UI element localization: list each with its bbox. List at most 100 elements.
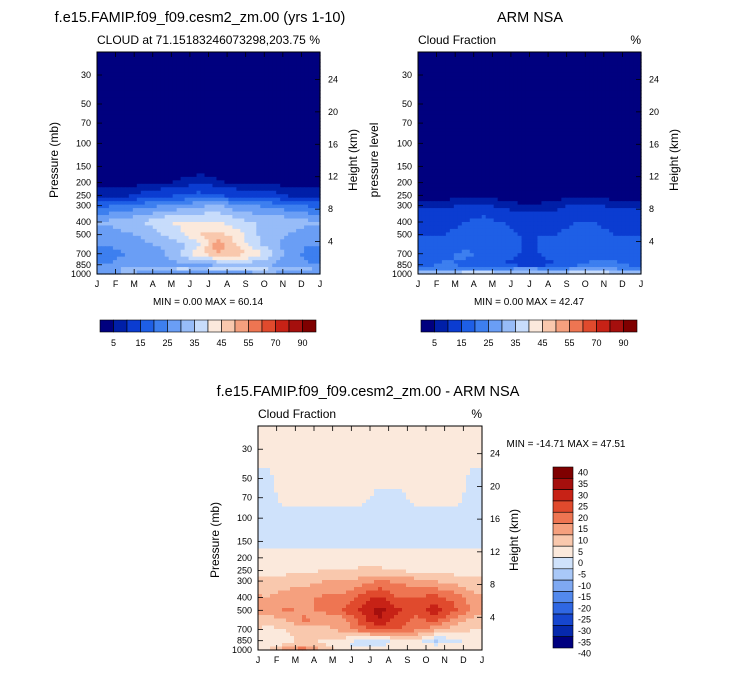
model-contour-cell xyxy=(224,211,230,216)
obs-contour-cell xyxy=(529,55,535,60)
model-contour-cell xyxy=(260,114,265,119)
model-contour-cell xyxy=(248,201,253,206)
obs-contour-cell xyxy=(533,117,539,122)
obs-contour-cell xyxy=(441,69,447,74)
model-contour-cell xyxy=(156,260,162,265)
obs-contour-cell xyxy=(477,97,483,102)
model-contour-cell xyxy=(192,246,198,251)
model-contour-cell xyxy=(116,97,122,102)
obs-contour-cell xyxy=(589,100,594,105)
obs-contour-cell xyxy=(457,93,463,98)
model-contour-cell xyxy=(272,69,277,74)
obs-contour-cell xyxy=(445,110,451,116)
model-contour-cell xyxy=(112,190,118,195)
model-contour-cell xyxy=(184,208,190,213)
model-contour-cell xyxy=(200,242,206,247)
model-contour-cell xyxy=(276,190,281,195)
model-contour-cell xyxy=(112,83,118,88)
model-contour-cell xyxy=(184,149,190,154)
obs-contour-cell xyxy=(597,62,602,67)
model-contour-cell xyxy=(284,187,289,192)
model-contour-cell xyxy=(220,76,226,81)
obs-contour-cell xyxy=(465,69,471,74)
obs-contour-cell xyxy=(509,72,515,77)
model-contour-cell xyxy=(272,100,277,105)
model-contour-cell xyxy=(148,173,154,178)
obs-contour-cell xyxy=(581,90,586,95)
model-contour-cell xyxy=(284,197,289,202)
model-contour-cell xyxy=(120,211,126,216)
model-contour-cell xyxy=(220,221,226,227)
model-contour-cell xyxy=(228,86,233,91)
model-contour-cell xyxy=(204,131,210,136)
model-contour-cell xyxy=(248,52,253,57)
model-contour-cell xyxy=(296,90,301,95)
model-contour-cell xyxy=(168,201,174,206)
obs-contour-cell xyxy=(493,69,499,74)
model-contour-cell xyxy=(276,72,281,77)
model-contour-cell xyxy=(140,135,146,140)
model-contour-cell xyxy=(128,104,134,109)
model-contour-cell xyxy=(248,260,253,265)
model-contour-cell xyxy=(188,246,194,251)
obs-contour-cell xyxy=(581,76,586,81)
obs-contour-cell xyxy=(441,65,447,70)
model-contour-cell xyxy=(228,52,233,57)
model-contour-cell xyxy=(140,221,146,227)
model-contour-cell xyxy=(140,100,146,105)
obs-contour-cell xyxy=(509,128,515,133)
obs-contour-cell xyxy=(453,107,459,112)
model-contour-cell xyxy=(116,253,122,258)
model-contour-cell xyxy=(264,86,269,91)
model-contour-cell xyxy=(296,173,301,178)
obs-contour-cell xyxy=(425,97,431,102)
model-contour-cell xyxy=(196,218,202,223)
model-contour-cell xyxy=(284,55,289,60)
obs-contour-cell xyxy=(605,69,610,74)
model-contour-cell xyxy=(212,135,218,140)
obs-contour-cell xyxy=(585,97,590,102)
model-contour-cell xyxy=(288,72,293,77)
model-contour-cell xyxy=(176,166,182,171)
model-contour-cell xyxy=(128,176,134,181)
model-contour-cell xyxy=(216,267,222,272)
model-contour-cell xyxy=(300,242,305,247)
model-contour-cell xyxy=(156,215,162,220)
model-contour-cell xyxy=(212,76,218,81)
obs-contour-cell xyxy=(529,110,535,116)
model-contour-cell xyxy=(188,131,194,136)
model-contour-cell xyxy=(116,194,122,199)
model-contour-cell xyxy=(184,263,190,268)
obs-contour-cell xyxy=(481,128,487,133)
model-contour-cell xyxy=(120,124,126,129)
model-contour-cell xyxy=(172,246,178,251)
model-contour-cell xyxy=(216,97,222,102)
model-contour-cell xyxy=(224,86,230,91)
obs-contour-cell xyxy=(521,55,527,60)
model-contour-cell xyxy=(104,194,110,199)
obs-contour-cell xyxy=(501,97,507,102)
model-contour-cell xyxy=(204,263,210,268)
model-contour-cell xyxy=(164,69,170,74)
model-contour-cell xyxy=(192,55,198,60)
model-contour-cell xyxy=(156,239,162,244)
obs-contour-cell xyxy=(461,104,467,109)
model-contour-cell xyxy=(160,176,166,181)
model-contour-cell xyxy=(140,110,146,116)
model-contour-cell xyxy=(204,204,210,209)
model-contour-cell xyxy=(100,128,106,133)
model-contour-cell xyxy=(272,104,277,109)
model-contour-cell xyxy=(292,110,297,116)
model-contour-cell xyxy=(116,79,122,84)
model-contour-cell xyxy=(264,110,269,116)
model-contour-cell xyxy=(196,187,202,192)
model-contour-cell xyxy=(160,83,166,88)
model-contour-cell xyxy=(136,173,142,178)
model-contour-cell xyxy=(300,156,305,161)
obs-contour-cell xyxy=(505,107,511,112)
model-contour-cell xyxy=(144,249,150,254)
model-contour-cell xyxy=(184,249,190,254)
obs-contour-cell xyxy=(593,100,598,105)
obs-contour-cell xyxy=(569,76,574,81)
model-contour-cell xyxy=(240,249,245,254)
